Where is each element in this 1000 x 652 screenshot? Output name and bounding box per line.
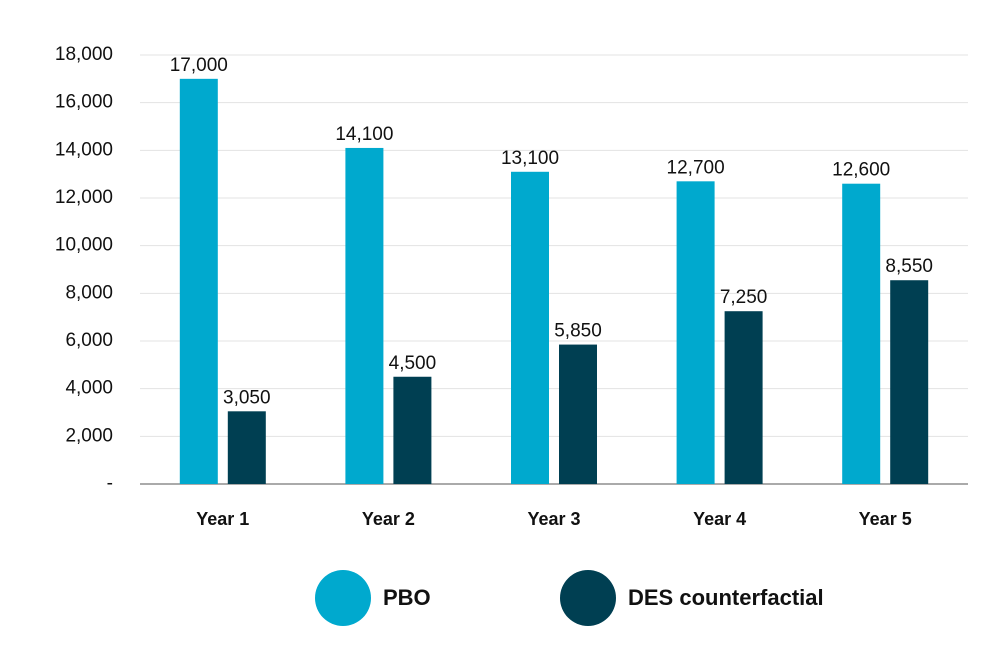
bar bbox=[227, 411, 266, 484]
y-tick-label: - bbox=[107, 473, 113, 494]
y-tick-label: 6,000 bbox=[65, 330, 113, 351]
y-tick-label: 8,000 bbox=[65, 282, 113, 303]
bar bbox=[345, 147, 384, 484]
bar bbox=[511, 171, 549, 485]
x-tick-label: Year 1 bbox=[196, 509, 249, 529]
bar bbox=[559, 344, 597, 484]
x-tick-label: Year 2 bbox=[362, 509, 415, 529]
y-tick-label: 12,000 bbox=[55, 187, 113, 208]
x-tick-label: Year 4 bbox=[693, 509, 746, 529]
legend-swatch bbox=[560, 570, 616, 626]
data-label: 5,850 bbox=[554, 321, 602, 342]
x-tick-label: Year 5 bbox=[859, 509, 912, 529]
bar bbox=[890, 280, 929, 484]
x-tick-label: Year 3 bbox=[527, 509, 580, 529]
legend-label: DES counterfactial bbox=[628, 585, 824, 610]
bar bbox=[179, 78, 218, 484]
data-label: 13,100 bbox=[501, 148, 559, 169]
y-tick-label: 18,000 bbox=[55, 44, 113, 65]
data-label: 14,100 bbox=[335, 124, 393, 145]
bar bbox=[842, 183, 881, 484]
legend-swatch bbox=[315, 570, 371, 626]
data-label: 3,050 bbox=[223, 387, 271, 408]
y-tick-label: 2,000 bbox=[65, 425, 113, 446]
data-label: 8,550 bbox=[885, 256, 933, 277]
bar bbox=[393, 376, 432, 484]
y-tick-label: 16,000 bbox=[55, 92, 113, 113]
data-label: 7,250 bbox=[720, 287, 768, 308]
y-tick-label: 10,000 bbox=[55, 235, 113, 256]
data-label: 17,000 bbox=[170, 55, 228, 76]
data-label: 4,500 bbox=[389, 353, 437, 374]
data-label: 12,600 bbox=[832, 160, 890, 181]
bar bbox=[724, 311, 763, 484]
y-tick-label: 14,000 bbox=[55, 139, 113, 160]
bar bbox=[676, 181, 715, 485]
y-tick-label: 4,000 bbox=[65, 378, 113, 399]
legend-label: PBO bbox=[383, 585, 431, 610]
data-label: 12,700 bbox=[667, 157, 725, 178]
